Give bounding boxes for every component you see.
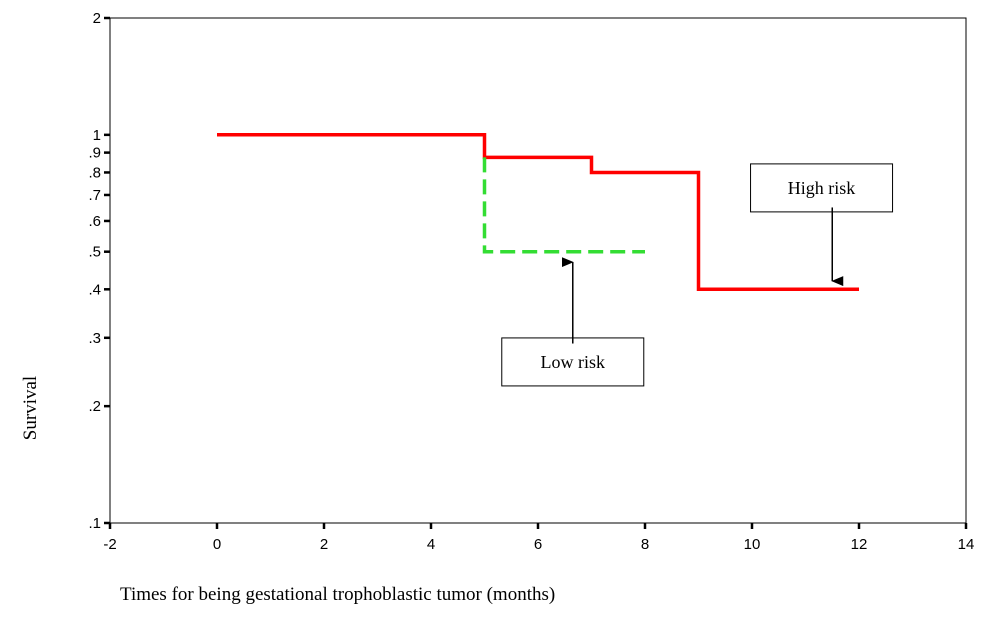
x-tick-label: 4 bbox=[427, 536, 435, 553]
series-high-risk-line bbox=[217, 133, 859, 292]
y-tick-label: .1 bbox=[88, 515, 101, 532]
annotation-high-risk-box bbox=[750, 163, 894, 213]
x-axis-title: Times for being gestational trophoblasti… bbox=[120, 584, 555, 605]
annotation-low-risk-box bbox=[501, 337, 645, 387]
x-tick-label: 10 bbox=[744, 536, 761, 553]
x-tick-label: -2 bbox=[103, 536, 116, 553]
x-tick-label: 2 bbox=[320, 536, 328, 553]
annotation-high-risk-label: High risk bbox=[788, 178, 856, 198]
y-tick-label: .5 bbox=[88, 244, 101, 261]
x-tick-label: 6 bbox=[534, 536, 542, 553]
annotations-layer: High risk Low risk bbox=[501, 163, 894, 387]
y-tick-label: .2 bbox=[88, 398, 101, 415]
y-tick-label: .9 bbox=[88, 145, 101, 162]
y-tick-label: .4 bbox=[88, 281, 101, 298]
y-tick-label: 1 bbox=[93, 127, 101, 144]
series-low-risk-line bbox=[482, 157, 645, 254]
series-layer bbox=[217, 133, 859, 292]
y-tick-label: 2 bbox=[93, 10, 101, 27]
x-tick-label: 8 bbox=[641, 536, 649, 553]
x-tick-label: 12 bbox=[851, 536, 868, 553]
y-axis-ticks: .1 .2 .3 .4 .5 .6 .7 .8 .91 2 bbox=[88, 10, 110, 532]
x-tick-label: 0 bbox=[213, 536, 221, 553]
x-tick-label: 14 bbox=[958, 536, 975, 553]
annotation-low-risk-label: Low risk bbox=[541, 352, 606, 372]
plot-frame bbox=[109, 17, 967, 524]
y-tick-label: .6 bbox=[88, 213, 101, 230]
y-tick-label: .7 bbox=[88, 187, 101, 204]
y-tick-label: .8 bbox=[88, 164, 101, 181]
y-tick-label: .3 bbox=[88, 330, 101, 347]
x-axis-ticks: -2 0 2 4 6 8 10 12 14 bbox=[103, 523, 974, 553]
y-axis-title: Survival bbox=[20, 376, 41, 440]
